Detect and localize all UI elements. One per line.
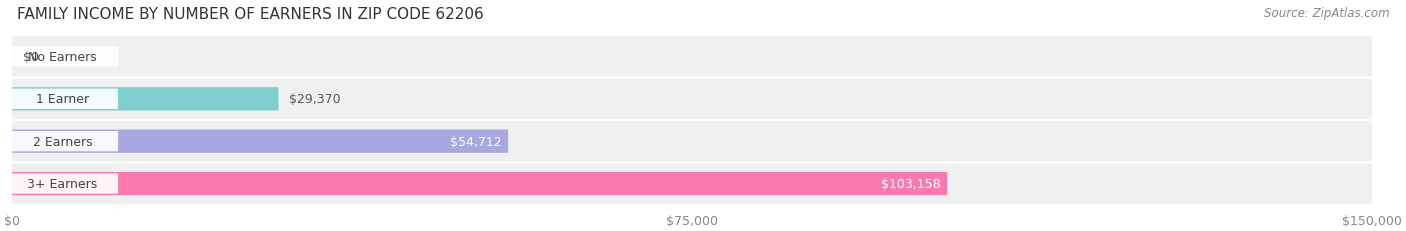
FancyBboxPatch shape xyxy=(13,121,1372,162)
Text: 2 Earners: 2 Earners xyxy=(32,135,93,148)
Text: $0: $0 xyxy=(22,51,39,64)
FancyBboxPatch shape xyxy=(13,164,1372,204)
Text: FAMILY INCOME BY NUMBER OF EARNERS IN ZIP CODE 62206: FAMILY INCOME BY NUMBER OF EARNERS IN ZI… xyxy=(17,7,484,22)
FancyBboxPatch shape xyxy=(13,79,1372,120)
Text: Source: ZipAtlas.com: Source: ZipAtlas.com xyxy=(1264,7,1389,20)
Text: $29,370: $29,370 xyxy=(290,93,340,106)
FancyBboxPatch shape xyxy=(13,37,1372,77)
Text: No Earners: No Earners xyxy=(28,51,97,64)
FancyBboxPatch shape xyxy=(7,174,118,194)
FancyBboxPatch shape xyxy=(13,88,278,111)
Text: 3+ Earners: 3+ Earners xyxy=(27,177,97,190)
Text: $103,158: $103,158 xyxy=(880,177,941,190)
FancyBboxPatch shape xyxy=(7,89,118,109)
FancyBboxPatch shape xyxy=(13,130,508,153)
Text: 1 Earner: 1 Earner xyxy=(35,93,89,106)
FancyBboxPatch shape xyxy=(13,172,948,195)
Text: $54,712: $54,712 xyxy=(450,135,502,148)
FancyBboxPatch shape xyxy=(7,47,118,67)
FancyBboxPatch shape xyxy=(7,131,118,152)
